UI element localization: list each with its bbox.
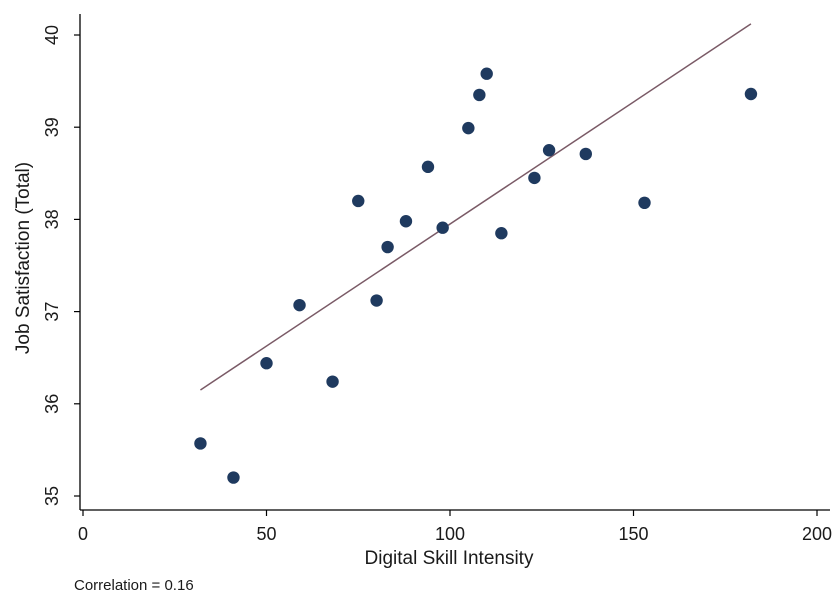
y-tick-label: 40: [42, 25, 62, 45]
data-point: [399, 215, 413, 228]
points-group: [194, 67, 758, 484]
axes: 35 36 37 38 39 40 0 50 100 150 200: [42, 14, 832, 544]
data-point: [638, 196, 651, 210]
data-point: [227, 471, 240, 484]
x-tick-label: 150: [618, 524, 648, 544]
y-axis-title: Job Satisfaction (Total): [13, 162, 34, 354]
data-point: [260, 357, 273, 370]
data-point: [473, 88, 486, 102]
y-tick-label: 38: [42, 209, 62, 229]
data-point: [352, 194, 365, 208]
data-point: [480, 67, 493, 80]
x-tick-label: 50: [256, 524, 276, 544]
y-tick-label: 37: [42, 302, 62, 322]
y-tick-label: 35: [42, 486, 62, 506]
fit-line: [200, 23, 752, 391]
data-point: [421, 160, 435, 174]
data-point: [579, 147, 592, 161]
y-tick-label: 39: [42, 117, 62, 137]
data-point: [381, 240, 394, 254]
data-point: [370, 294, 383, 307]
x-axis-title: Digital Skill Intensity: [365, 548, 534, 569]
x-tick-label: 100: [435, 524, 465, 544]
data-point: [293, 298, 306, 312]
data-point: [744, 87, 758, 101]
data-point: [528, 171, 541, 185]
data-point: [462, 121, 475, 135]
x-tick-label: 200: [802, 524, 832, 544]
data-point: [542, 144, 556, 157]
x-tick-label: 0: [78, 524, 88, 544]
data-point: [326, 375, 339, 388]
y-tick-label: 36: [42, 394, 62, 414]
data-point: [436, 221, 449, 234]
data-point: [495, 227, 508, 240]
correlation-note: Correlation = 0.16: [74, 577, 194, 594]
data-point: [194, 437, 207, 450]
fit-line-group: [200, 23, 752, 391]
